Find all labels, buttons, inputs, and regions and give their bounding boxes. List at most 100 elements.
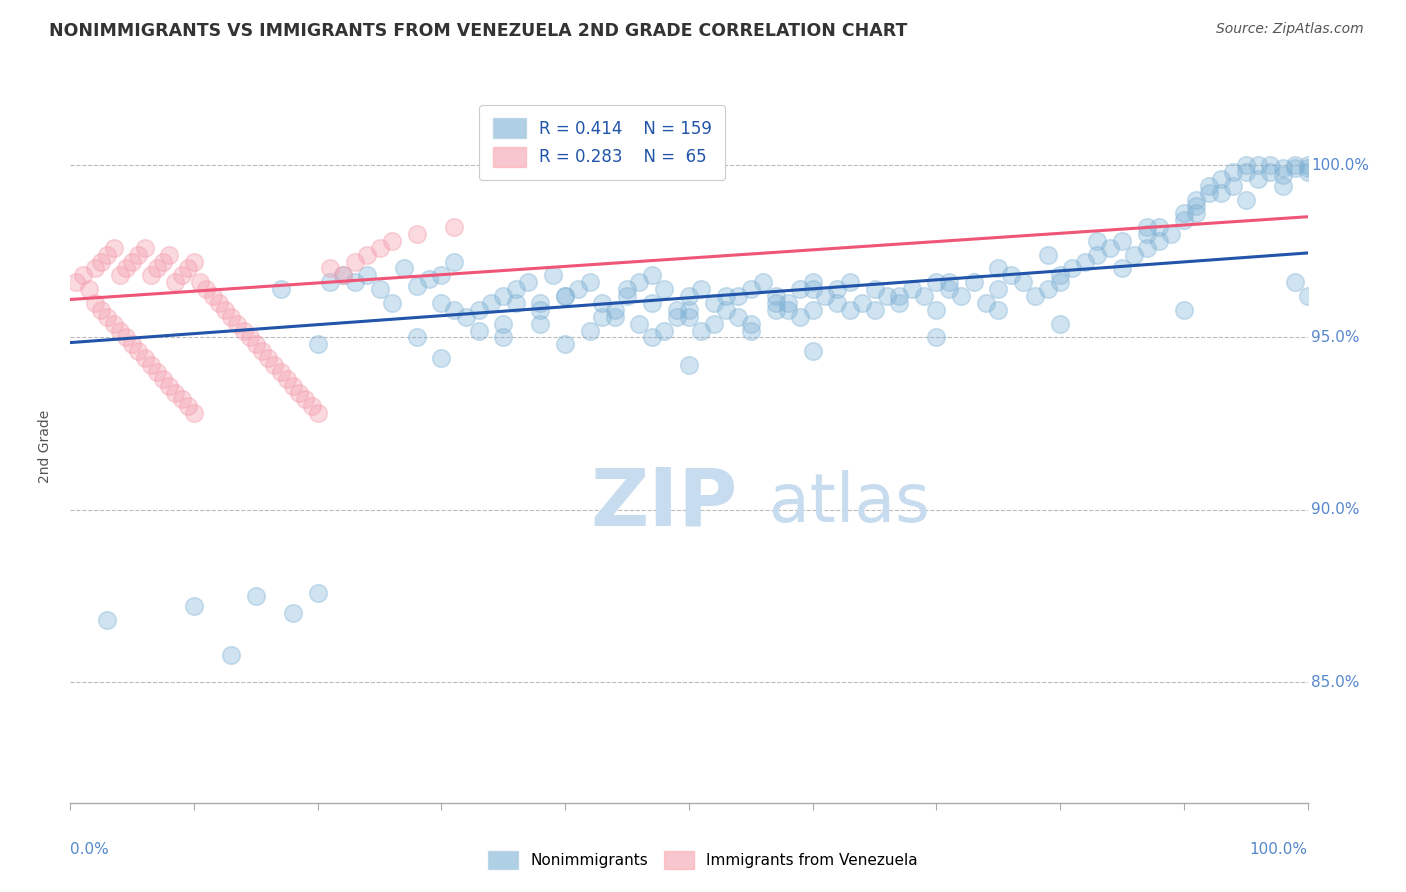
- Point: [443, 302, 465, 317]
- Point: [838, 302, 860, 317]
- Point: [628, 275, 651, 289]
- Point: [938, 275, 960, 289]
- Point: [1074, 254, 1097, 268]
- Point: [201, 289, 224, 303]
- Point: [690, 282, 713, 296]
- Point: [381, 234, 404, 248]
- Point: [263, 358, 285, 372]
- Point: [987, 302, 1010, 317]
- Point: [405, 227, 427, 241]
- Point: [1147, 220, 1170, 235]
- Point: [90, 254, 112, 268]
- Point: [257, 351, 280, 365]
- Point: [332, 268, 354, 283]
- Point: [727, 310, 749, 324]
- Point: [554, 289, 576, 303]
- Point: [1085, 248, 1108, 262]
- Point: [703, 296, 725, 310]
- Point: [368, 241, 391, 255]
- Point: [863, 282, 886, 296]
- Point: [529, 317, 551, 331]
- Point: [1284, 158, 1306, 172]
- Point: [652, 324, 675, 338]
- Point: [103, 241, 125, 255]
- Point: [288, 385, 311, 400]
- Point: [616, 282, 638, 296]
- Point: [368, 282, 391, 296]
- Point: [492, 330, 515, 344]
- Point: [517, 275, 540, 289]
- Point: [801, 275, 824, 289]
- Point: [814, 289, 837, 303]
- Point: [492, 317, 515, 331]
- Point: [1123, 248, 1146, 262]
- Point: [232, 324, 254, 338]
- Point: [134, 351, 156, 365]
- Point: [77, 282, 100, 296]
- Point: [127, 344, 149, 359]
- Point: [1136, 227, 1159, 241]
- Point: [208, 296, 231, 310]
- Point: [1036, 282, 1059, 296]
- Point: [678, 310, 700, 324]
- Point: [987, 261, 1010, 276]
- Point: [115, 330, 138, 344]
- Point: [789, 282, 811, 296]
- Point: [1284, 161, 1306, 176]
- Point: [616, 289, 638, 303]
- Point: [876, 289, 898, 303]
- Point: [1185, 199, 1208, 213]
- Point: [65, 275, 87, 289]
- Point: [801, 302, 824, 317]
- Point: [962, 275, 984, 289]
- Point: [381, 296, 404, 310]
- Point: [974, 296, 997, 310]
- Point: [925, 330, 948, 344]
- Point: [1247, 158, 1270, 172]
- Point: [121, 254, 143, 268]
- Point: [740, 324, 762, 338]
- Point: [1024, 289, 1046, 303]
- Point: [641, 268, 664, 283]
- Point: [108, 324, 131, 338]
- Point: [1296, 165, 1319, 179]
- Point: [603, 302, 626, 317]
- Point: [889, 289, 911, 303]
- Point: [740, 317, 762, 331]
- Point: [250, 344, 273, 359]
- Point: [838, 275, 860, 289]
- Point: [343, 254, 366, 268]
- Point: [1173, 213, 1195, 227]
- Point: [139, 268, 162, 283]
- Point: [96, 613, 118, 627]
- Point: [776, 302, 799, 317]
- Point: [307, 585, 329, 599]
- Point: [170, 392, 193, 407]
- Point: [90, 302, 112, 317]
- Point: [165, 385, 187, 400]
- Point: [727, 289, 749, 303]
- Point: [765, 289, 787, 303]
- Point: [307, 406, 329, 420]
- Point: [776, 296, 799, 310]
- Point: [115, 261, 138, 276]
- Point: [912, 289, 935, 303]
- Point: [405, 278, 427, 293]
- Point: [1296, 161, 1319, 176]
- Point: [394, 261, 416, 276]
- Text: 95.0%: 95.0%: [1312, 330, 1360, 345]
- Point: [827, 296, 849, 310]
- Point: [1271, 169, 1294, 183]
- Point: [714, 302, 737, 317]
- Point: [652, 282, 675, 296]
- Point: [72, 268, 94, 283]
- Point: [96, 248, 118, 262]
- Point: [1049, 268, 1071, 283]
- Point: [1173, 302, 1195, 317]
- Point: [121, 337, 143, 351]
- Point: [827, 282, 849, 296]
- Point: [177, 261, 200, 276]
- Text: NONIMMIGRANTS VS IMMIGRANTS FROM VENEZUELA 2ND GRADE CORRELATION CHART: NONIMMIGRANTS VS IMMIGRANTS FROM VENEZUE…: [49, 22, 908, 40]
- Point: [307, 337, 329, 351]
- Point: [332, 268, 354, 283]
